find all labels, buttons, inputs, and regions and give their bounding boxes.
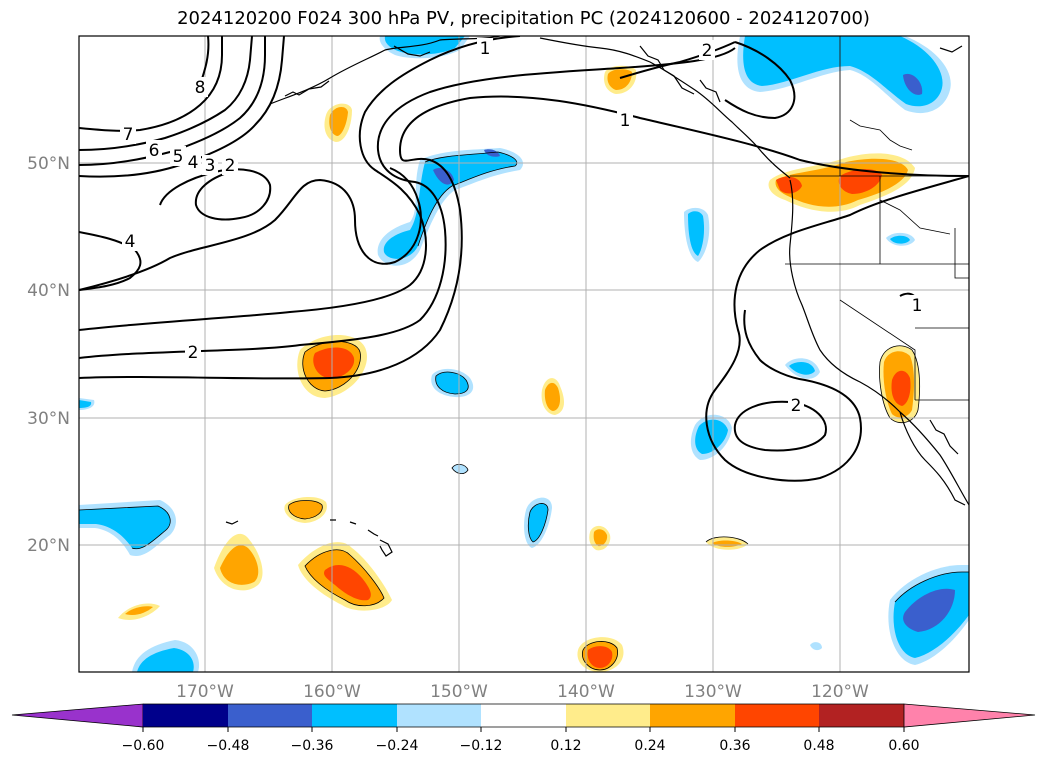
colorbar-tick: −0.48	[207, 738, 250, 754]
pv-label: 4	[188, 153, 199, 173]
coastlines	[225, 36, 969, 557]
colorbar-tick: −0.36	[291, 738, 334, 754]
pv-label: 2	[188, 343, 199, 363]
colorbar-tick: 0.12	[550, 738, 581, 754]
pv-label: 2	[225, 156, 236, 176]
pv-contours	[79, 36, 969, 482]
colorbar-tick: −0.60	[122, 738, 165, 754]
lon-label: 160°W	[303, 682, 361, 702]
pv-label: 6	[149, 141, 160, 161]
lat-label: 20°N	[27, 536, 70, 556]
lon-label: 130°W	[684, 682, 742, 702]
pv-label: 4	[125, 232, 136, 252]
precip-negative	[79, 36, 969, 672]
colorbar-tick: −0.24	[376, 738, 419, 754]
colorbar-tick: 0.60	[888, 738, 919, 754]
latitude-labels: 50°N 40°N 30°N 20°N	[27, 154, 70, 556]
lon-label: 170°W	[176, 682, 234, 702]
colorbar-segment	[312, 704, 397, 727]
pv-label: 1	[620, 111, 631, 131]
map-area: 1 2 1 7 6 5 4 3 2 8 4 2 2 1	[79, 36, 969, 672]
map-title: 2024120200 F024 300 hPa PV, precipitatio…	[177, 8, 870, 29]
colorbar-segment	[566, 704, 650, 727]
colorbar-segment	[143, 704, 228, 727]
colorbar-segment	[397, 704, 481, 727]
colorbar-tick: 0.24	[634, 738, 665, 754]
longitude-labels: 170°W 160°W 150°W 140°W 130°W 120°W	[176, 682, 869, 702]
map-frame	[78, 35, 970, 673]
lat-label: 40°N	[27, 281, 70, 301]
colorbar-tick: −0.12	[460, 738, 503, 754]
pv-label: 1	[912, 296, 923, 316]
pv-contour-labels: 1 2 1 7 6 5 4 3 2 8 4 2 2 1	[120, 38, 924, 416]
pv-label: 1	[480, 39, 491, 59]
precip-positive	[118, 65, 920, 672]
colorbar-segment	[11, 703, 144, 728]
colorbar-segment	[819, 704, 904, 727]
colorbar-tick: 0.48	[803, 738, 834, 754]
pv-label: 5	[173, 147, 184, 167]
lon-label: 120°W	[811, 682, 869, 702]
pv-label: 3	[205, 156, 216, 176]
colorbar-segment	[735, 704, 819, 727]
colorbar-tick: 0.36	[719, 738, 750, 754]
lon-label: 150°W	[430, 682, 488, 702]
pv-label: 7	[123, 125, 134, 145]
colorbar-segment	[650, 704, 735, 727]
lat-label: 30°N	[27, 409, 70, 429]
precip-outlines	[79, 151, 969, 671]
colorbar-segment	[481, 704, 566, 727]
colorbar-segment	[903, 703, 1036, 728]
pv-label: 8	[195, 78, 206, 98]
lon-label: 140°W	[557, 682, 615, 702]
pv-label: 2	[702, 41, 713, 61]
colorbar-segment	[228, 704, 312, 727]
colorbar: −0.60 −0.48 −0.36 −0.24 −0.12 0.12 0.24 …	[11, 703, 1036, 754]
pv-label: 2	[791, 396, 802, 416]
lat-label: 50°N	[27, 154, 70, 174]
